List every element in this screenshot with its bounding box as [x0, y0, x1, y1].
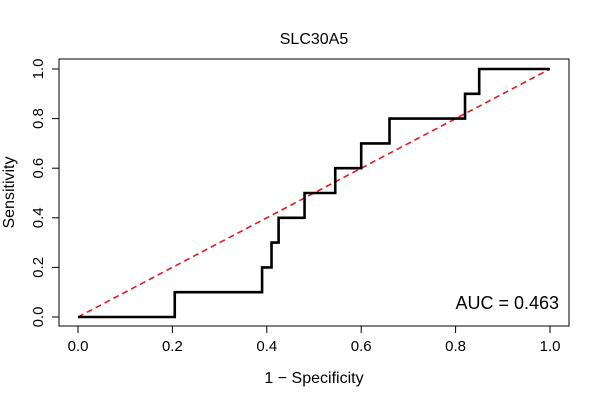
chance-diagonal-line	[77, 68, 551, 318]
x-tick-label: 1.0	[540, 338, 561, 355]
y-tick-label: 0.4	[30, 207, 47, 228]
x-tick-label: 0.8	[445, 338, 466, 355]
series-layer	[77, 67, 551, 319]
axes: 0.0 0.2 0.4 0.6 0.8 1.0 0.0 0.2 0.4 0.6 0.8 1.0	[30, 59, 560, 355]
y-tick-label: 0.6	[30, 158, 47, 179]
y-tick-label: 0.2	[30, 257, 47, 278]
roc-curve	[78, 67, 550, 319]
y-tick-label: 0.8	[30, 108, 47, 129]
y-tick-label: 1.0	[30, 59, 47, 80]
x-tick-label: 0.0	[68, 338, 89, 355]
x-tick-label: 0.2	[162, 338, 183, 355]
x-tick-label: 0.4	[256, 338, 277, 355]
y-tick-label: 0.0	[30, 307, 47, 328]
x-axis-label: 1 − Specificity	[264, 370, 363, 387]
chart-title: SLC30A5	[280, 31, 349, 48]
x-tick-label: 0.6	[351, 338, 372, 355]
y-axis-label: Sensitivity	[1, 156, 18, 228]
auc-annotation: AUC = 0.463	[455, 293, 559, 313]
